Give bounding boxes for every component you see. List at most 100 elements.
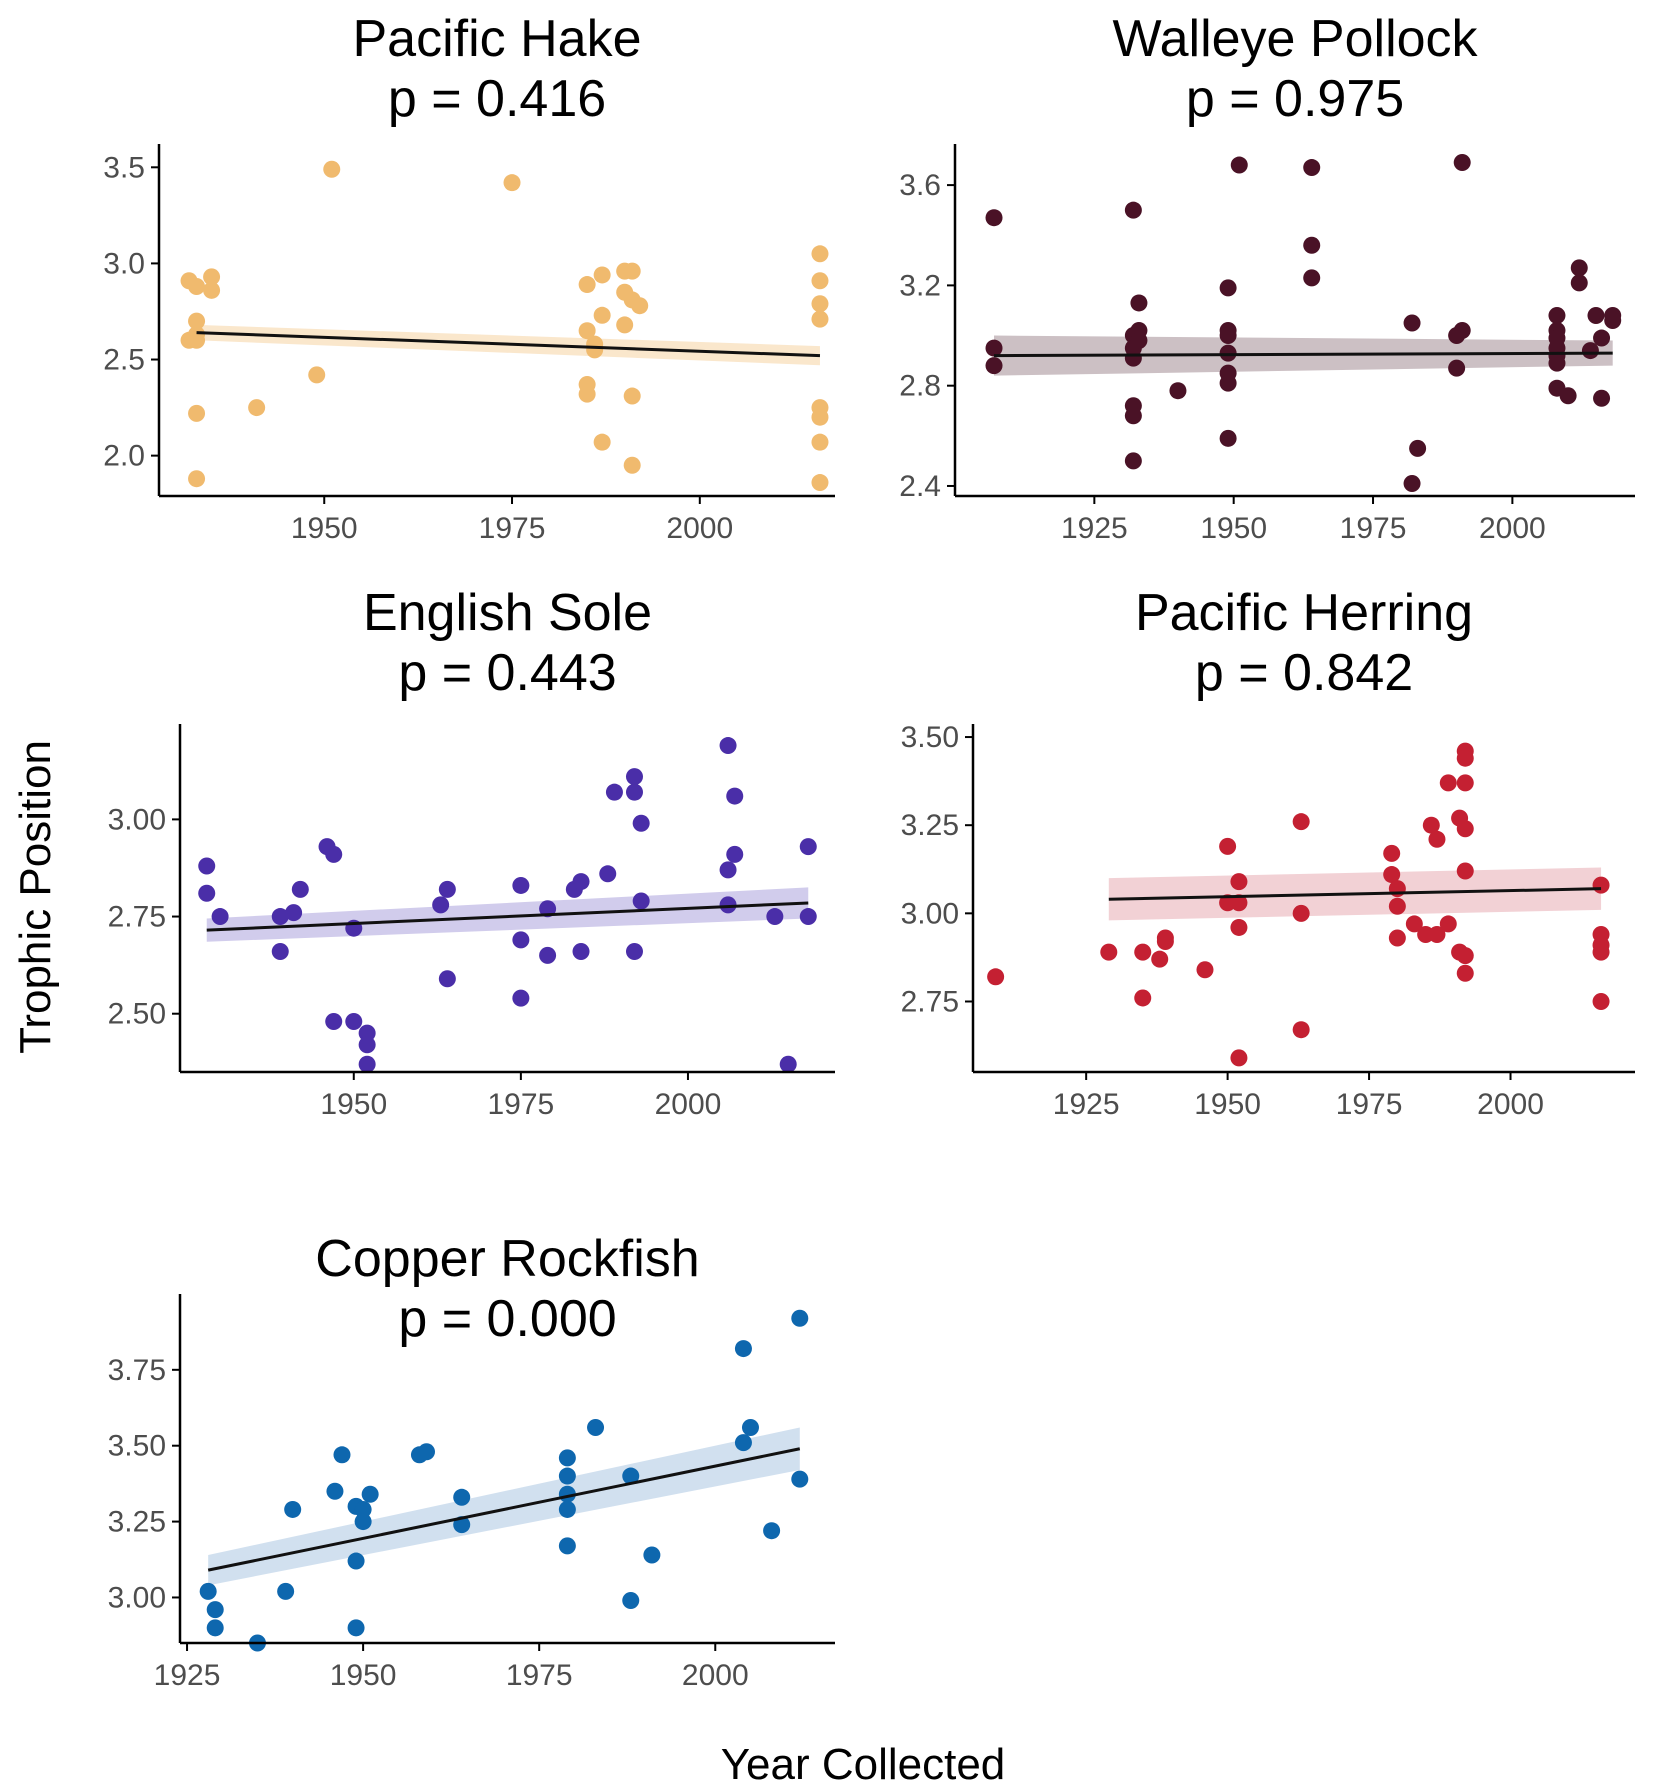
data-point (1570, 259, 1588, 277)
data-point (1196, 961, 1214, 979)
data-point (188, 312, 206, 330)
y-tick-label: 2.75 (108, 901, 166, 934)
data-point (605, 783, 623, 801)
data-point (726, 787, 744, 805)
data-point (512, 876, 530, 894)
data-point (1403, 314, 1421, 332)
data-point (632, 892, 650, 910)
x-tick-label: 2000 (1477, 1088, 1544, 1121)
data-point (625, 943, 643, 961)
data-point (333, 1446, 351, 1464)
x-tick-label: 1950 (291, 512, 358, 545)
data-point (198, 884, 216, 902)
y-axis-label: Trophic Position (11, 740, 60, 1054)
data-point (1548, 306, 1566, 324)
data-point (1388, 897, 1406, 915)
data-point (1592, 992, 1610, 1010)
data-point (325, 845, 343, 863)
data-point (734, 1434, 752, 1452)
data-point (766, 908, 784, 926)
data-point (1219, 837, 1237, 855)
x-tick-label: 1950 (1200, 512, 1267, 545)
panel-title: Copper Rockfish (315, 1230, 699, 1288)
data-point (277, 1582, 295, 1600)
data-point (354, 1513, 372, 1531)
x-tick-label: 1975 (1340, 512, 1407, 545)
data-point (1292, 904, 1310, 922)
x-tick-label: 1975 (479, 512, 546, 545)
data-point (625, 768, 643, 786)
panel-title: English Sole (363, 584, 652, 642)
data-point (188, 404, 206, 422)
data-point (599, 865, 617, 883)
x-tick-label: 1950 (320, 1088, 387, 1121)
y-tick-label: 2.5 (103, 344, 145, 377)
x-tick-label: 1950 (330, 1659, 397, 1692)
data-point (438, 970, 456, 988)
data-point (578, 322, 596, 340)
data-point (418, 1443, 436, 1461)
data-point (616, 316, 634, 334)
y-tick-label: 3.00 (108, 803, 166, 836)
data-point (623, 387, 641, 405)
data-point (1303, 159, 1321, 177)
data-point (1383, 844, 1401, 862)
data-point (1403, 474, 1421, 492)
data-point (734, 1340, 752, 1358)
data-point (1439, 915, 1457, 933)
data-point (719, 737, 737, 755)
fit-line (994, 351, 1613, 358)
data-point (593, 266, 611, 284)
data-point (1587, 306, 1605, 324)
data-point (271, 908, 289, 926)
data-point (558, 1500, 576, 1518)
data-point (1219, 344, 1237, 362)
data-points (180, 160, 829, 492)
y-tick-label: 3.25 (108, 1506, 166, 1539)
data-point (625, 783, 643, 801)
data-point (1593, 329, 1611, 347)
x-tick-label: 2000 (655, 1088, 722, 1121)
data-points (199, 1309, 809, 1652)
data-point (558, 1449, 576, 1467)
data-point (1456, 820, 1474, 838)
x-tick-label: 2000 (1479, 512, 1546, 545)
data-point (622, 1592, 640, 1610)
data-point (1383, 866, 1401, 884)
data-point (593, 433, 611, 451)
data-point (1456, 749, 1474, 767)
data-point (763, 1522, 781, 1540)
data-point (358, 1055, 376, 1073)
panel-subtitle: p = 0.000 (398, 1290, 616, 1348)
panel-subtitle: p = 0.975 (1186, 70, 1404, 128)
data-point (623, 456, 641, 474)
data-point (1169, 382, 1187, 400)
data-point (1130, 294, 1148, 312)
panel-subtitle: p = 0.842 (1195, 644, 1413, 702)
data-point (593, 306, 611, 324)
y-tick-label: 3.2 (899, 269, 941, 302)
data-point (1219, 327, 1237, 345)
data-point (1456, 862, 1474, 880)
data-point (1448, 327, 1466, 345)
data-point (1219, 374, 1237, 392)
data-point (453, 1488, 471, 1506)
data-point (558, 1467, 576, 1485)
data-point (811, 310, 829, 328)
data-point (1134, 943, 1152, 961)
data-point (438, 880, 456, 898)
y-tick-label: 3.00 (901, 897, 959, 930)
data-point (741, 1418, 759, 1436)
data-point (811, 295, 829, 313)
data-point (578, 276, 596, 294)
data-point (432, 896, 450, 914)
data-point (206, 1619, 224, 1637)
data-point (1456, 947, 1474, 965)
data-point (1230, 894, 1248, 912)
data-point (325, 1012, 343, 1030)
data-point (811, 433, 829, 451)
